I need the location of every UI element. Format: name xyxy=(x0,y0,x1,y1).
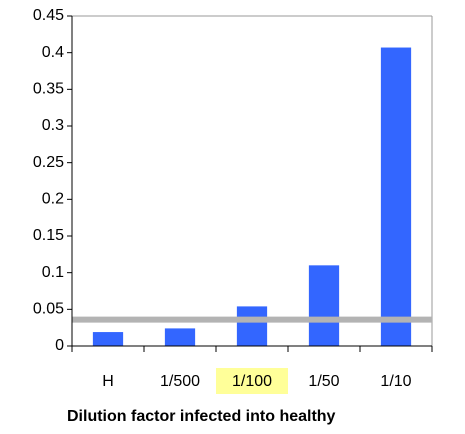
y-tick-label: 0.25 xyxy=(33,154,64,171)
y-tick-label: 0.15 xyxy=(33,227,64,244)
y-tick-label: 0 xyxy=(55,337,64,354)
x-tick-label: 1/50 xyxy=(308,373,339,390)
label-highlight xyxy=(216,368,288,394)
y-tick-label: 0.3 xyxy=(42,117,64,134)
y-tick-label: 0.05 xyxy=(33,301,64,318)
x-axis-title: Dilution factor infected into healthy xyxy=(67,408,336,425)
bar xyxy=(380,47,412,347)
y-tick-label: 0.1 xyxy=(42,264,64,281)
bar xyxy=(236,306,268,346)
x-tick-label: 1/500 xyxy=(160,373,200,390)
y-tick-label: 0.45 xyxy=(33,7,64,24)
bar xyxy=(164,328,196,346)
x-tick-label: 1/10 xyxy=(380,373,411,390)
bar xyxy=(92,332,124,346)
y-tick-label: 0.2 xyxy=(42,191,64,208)
y-tick-label: 0.4 xyxy=(42,44,64,61)
x-tick-label: H xyxy=(102,373,114,390)
y-tick-label: 0.35 xyxy=(33,81,64,98)
bar xyxy=(308,265,340,346)
x-tick-label: 1/100 xyxy=(232,373,272,390)
